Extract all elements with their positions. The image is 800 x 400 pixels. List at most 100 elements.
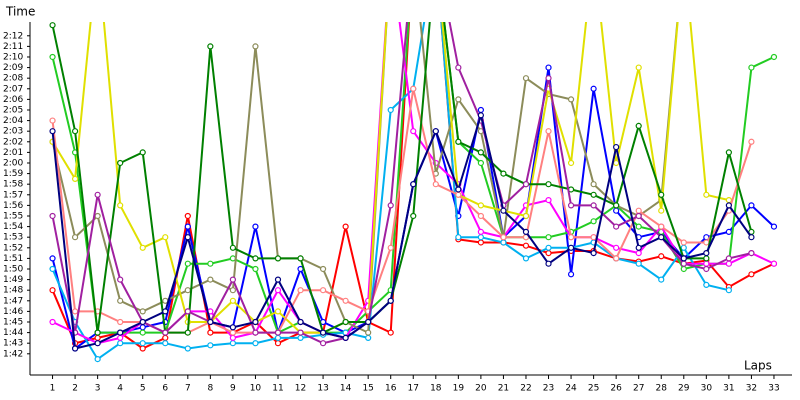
data-point bbox=[117, 340, 124, 347]
y-tick-label: 1:48 bbox=[3, 286, 23, 296]
data-point bbox=[71, 128, 79, 135]
data-point bbox=[748, 202, 755, 209]
x-tick-label: 14 bbox=[340, 384, 352, 394]
x-tick-label: 6 bbox=[162, 384, 168, 394]
data-point bbox=[49, 265, 56, 273]
y-tick-label: 1:59 bbox=[3, 169, 23, 179]
data-point bbox=[590, 202, 597, 209]
data-point bbox=[229, 329, 236, 336]
x-tick-label: 28 bbox=[656, 384, 668, 394]
data-point bbox=[274, 276, 282, 283]
data-point bbox=[207, 276, 214, 283]
data-point bbox=[49, 117, 56, 124]
x-tick-label: 2 bbox=[72, 384, 78, 394]
y-tick-label: 1:55 bbox=[3, 211, 23, 221]
data-point bbox=[567, 234, 575, 241]
data-point bbox=[117, 159, 124, 167]
y-tick-label: 1:43 bbox=[3, 339, 23, 349]
data-point bbox=[207, 260, 214, 267]
data-point bbox=[274, 255, 282, 262]
y-tick-label: 1:57 bbox=[3, 190, 23, 200]
data-point bbox=[432, 128, 439, 135]
data-point bbox=[725, 255, 732, 262]
data-point bbox=[680, 244, 687, 251]
data-point bbox=[297, 287, 304, 294]
data-point bbox=[725, 228, 732, 235]
data-point bbox=[477, 159, 484, 167]
data-point bbox=[229, 255, 236, 262]
data-point bbox=[139, 324, 146, 331]
data-point bbox=[387, 106, 394, 114]
data-point bbox=[590, 191, 597, 198]
data-point bbox=[770, 260, 778, 267]
data-point bbox=[184, 287, 191, 294]
y-tick-label: 1:45 bbox=[3, 317, 23, 327]
x-tick-label: 27 bbox=[633, 384, 644, 394]
data-point bbox=[635, 212, 642, 220]
data-point bbox=[455, 64, 462, 71]
data-point bbox=[139, 244, 146, 251]
x-tick-label: 31 bbox=[723, 384, 734, 394]
data-point bbox=[613, 207, 620, 214]
data-point bbox=[590, 181, 597, 188]
data-point bbox=[522, 75, 530, 82]
data-point bbox=[658, 234, 665, 241]
x-tick-label: 25 bbox=[588, 384, 599, 394]
x-tick-label: 29 bbox=[678, 384, 690, 394]
data-point bbox=[703, 281, 710, 288]
data-point bbox=[522, 255, 530, 262]
x-tick-label: 17 bbox=[408, 384, 419, 394]
data-point bbox=[567, 202, 575, 209]
data-point bbox=[545, 196, 552, 204]
x-tick-label: 19 bbox=[453, 384, 465, 394]
y-tick-label: 2:10 bbox=[3, 52, 23, 62]
data-point bbox=[342, 223, 349, 230]
x-tick-label: 4 bbox=[117, 384, 123, 394]
data-point bbox=[342, 334, 349, 341]
data-point bbox=[522, 242, 530, 249]
data-point bbox=[49, 128, 56, 135]
data-point bbox=[567, 159, 575, 167]
y-tick-label: 2:01 bbox=[3, 148, 23, 158]
data-point bbox=[613, 244, 620, 251]
y-axis-title: Time bbox=[5, 5, 35, 19]
data-point bbox=[139, 149, 146, 156]
x-tick-label: 22 bbox=[520, 384, 531, 394]
data-point bbox=[365, 318, 372, 326]
data-point bbox=[162, 340, 169, 347]
data-point bbox=[703, 249, 710, 257]
data-point bbox=[748, 64, 755, 71]
y-tick-label: 1:53 bbox=[3, 233, 23, 243]
data-point bbox=[297, 329, 304, 336]
data-point bbox=[71, 345, 79, 352]
data-point bbox=[770, 223, 778, 230]
data-point bbox=[117, 297, 124, 304]
data-point bbox=[252, 43, 259, 50]
data-point bbox=[319, 287, 327, 294]
data-point bbox=[410, 212, 417, 220]
data-point bbox=[117, 329, 124, 336]
data-point bbox=[94, 334, 101, 341]
data-point bbox=[748, 271, 755, 278]
x-tick-label: 32 bbox=[746, 384, 757, 394]
data-point bbox=[274, 329, 282, 336]
data-point bbox=[522, 228, 530, 235]
data-point bbox=[117, 276, 124, 283]
y-tick-label: 1:52 bbox=[3, 243, 23, 253]
series-line bbox=[51, 22, 753, 334]
data-point bbox=[725, 196, 732, 204]
data-point bbox=[567, 96, 575, 103]
y-tick-label: 2:11 bbox=[3, 42, 23, 52]
data-point bbox=[319, 340, 327, 347]
data-point bbox=[703, 255, 710, 262]
y-tick-label: 1:44 bbox=[3, 328, 23, 338]
data-point bbox=[139, 345, 146, 352]
x-tick-label: 12 bbox=[295, 384, 306, 394]
x-tick-label: 13 bbox=[317, 384, 328, 394]
data-point bbox=[162, 329, 169, 336]
data-point bbox=[477, 202, 484, 209]
data-point bbox=[725, 260, 732, 267]
data-point bbox=[522, 181, 530, 188]
data-point bbox=[387, 202, 394, 209]
x-tick-label: 5 bbox=[140, 384, 146, 394]
